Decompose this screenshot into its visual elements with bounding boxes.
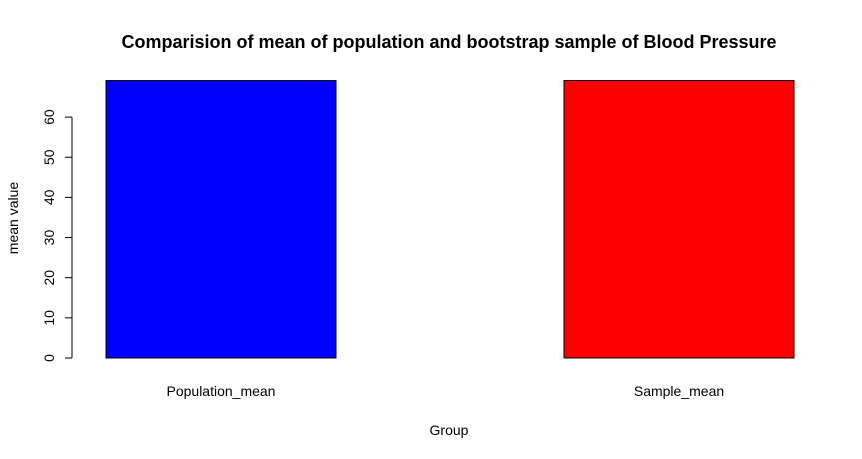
x-axis-label: Group xyxy=(430,422,469,438)
y-tick-label: 20 xyxy=(41,270,57,286)
bar-population-mean xyxy=(105,80,337,359)
y-axis: 0 10 20 30 40 50 60 xyxy=(41,109,73,362)
chart-title: Comparision of mean of population and bo… xyxy=(121,32,776,52)
x-axis-labels: Population_mean Sample_mean xyxy=(167,383,725,399)
x-category-label: Sample_mean xyxy=(634,383,724,399)
y-tick-label: 40 xyxy=(41,189,57,205)
y-tick-label: 60 xyxy=(41,109,57,125)
bar-sample-mean xyxy=(563,80,795,359)
y-tick-label: 50 xyxy=(41,149,57,165)
y-tick-label: 0 xyxy=(41,354,57,362)
x-category-label: Population_mean xyxy=(167,383,276,399)
bars-group xyxy=(105,80,795,359)
y-tick-label: 30 xyxy=(41,230,57,246)
y-axis-label: mean value xyxy=(5,182,21,255)
y-tick-label: 10 xyxy=(41,310,57,326)
